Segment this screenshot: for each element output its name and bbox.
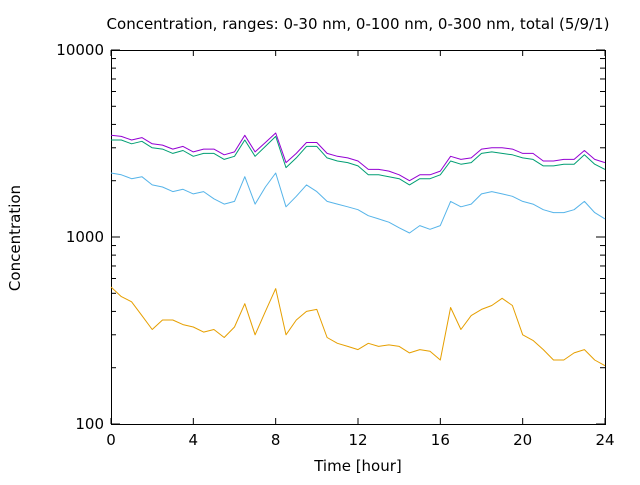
series-line-4 [110, 286, 606, 367]
x-axis-label: Time [hour] [313, 457, 402, 475]
x-tick-label: 0 [106, 431, 116, 449]
x-tick-label: 24 [595, 431, 614, 449]
y-tick-label: 10000 [56, 41, 104, 59]
x-tick-label: 20 [513, 431, 532, 449]
y-tick-label: 100 [75, 415, 104, 433]
ticks-layer [110, 49, 606, 425]
chart-title: Concentration, ranges: 0-30 nm, 0-100 nm… [107, 15, 610, 33]
labels-layer: 0 4 8 12 16 20 24 100 1000 10000 [56, 41, 614, 449]
series-line-3 [110, 172, 606, 234]
x-tick-label: 8 [271, 431, 281, 449]
plot-frame [111, 50, 606, 425]
x-tick-label: 16 [431, 431, 450, 449]
y-axis-label: Concentration [6, 185, 24, 291]
series-layer [110, 132, 606, 367]
x-tick-label: 12 [348, 431, 367, 449]
series-line-2 [111, 135, 606, 186]
y-tick-label: 1000 [66, 228, 104, 246]
series-line-1 [110, 132, 606, 182]
x-tick-label: 4 [189, 431, 199, 449]
